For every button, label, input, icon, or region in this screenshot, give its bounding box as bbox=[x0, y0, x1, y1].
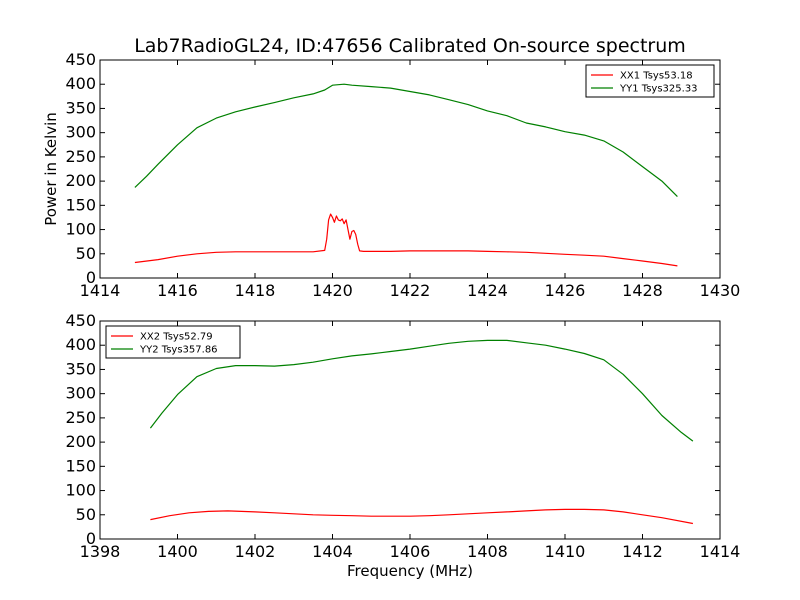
legend: XX2 Tsys52.79 YY2 Tsys357.86 bbox=[105, 325, 241, 359]
x-tick-label: 1426 bbox=[545, 281, 586, 300]
y-tick-label: 350 bbox=[65, 359, 96, 378]
legend-label: XX2 Tsys52.79 bbox=[140, 332, 213, 343]
x-axis-label: Frequency (MHz) bbox=[347, 562, 473, 580]
legend-frame bbox=[105, 325, 241, 359]
x-tick-label: 1422 bbox=[390, 281, 431, 300]
x-tick-label: 1430 bbox=[700, 281, 741, 300]
x-tick-label: 1398 bbox=[80, 542, 121, 561]
series-line-yy2 bbox=[149, 339, 694, 442]
x-tick-label: 1406 bbox=[390, 542, 431, 561]
x-tick-label: 1414 bbox=[700, 542, 741, 561]
y-tick-label: 150 bbox=[65, 456, 96, 475]
legend-label: XX1 Tsys53.18 bbox=[620, 71, 693, 82]
y-tick-label: 50 bbox=[76, 505, 96, 524]
y-tick-label: 0 bbox=[86, 529, 96, 548]
x-tick-label: 1408 bbox=[467, 542, 508, 561]
x-tick-label: 1412 bbox=[622, 542, 663, 561]
panel-2: 0 50 100 150 200 250 300 350 400 450 1398 1400 1402 1… bbox=[65, 311, 740, 580]
x-tick-label: 1424 bbox=[467, 281, 508, 300]
legend-label: YY2 Tsys357.86 bbox=[139, 345, 218, 356]
y-tick-label: 300 bbox=[65, 384, 96, 403]
x-tick-label: 1414 bbox=[80, 281, 121, 300]
y-tick-label: 100 bbox=[65, 481, 96, 500]
y-tick-label: 150 bbox=[65, 195, 96, 214]
y-tick-label: 300 bbox=[65, 123, 96, 142]
legend-frame bbox=[585, 64, 715, 98]
chart-title: Lab7RadioGL24, ID:47656 Calibrated On-so… bbox=[134, 35, 686, 57]
x-tick-label: 1400 bbox=[157, 542, 198, 561]
y-tick-label: 450 bbox=[65, 311, 96, 330]
y-tick-label: 250 bbox=[65, 408, 96, 427]
series-line-xx2 bbox=[150, 508, 694, 525]
x-tick-label: 1416 bbox=[157, 281, 198, 300]
x-tick-label: 1418 bbox=[235, 281, 276, 300]
y-tick-label: 0 bbox=[86, 268, 96, 287]
series-line-yy1 bbox=[134, 83, 678, 198]
y-tick-label: 200 bbox=[65, 171, 96, 190]
legend: XX1 Tsys53.18 YY1 Tsys325.33 bbox=[585, 64, 715, 98]
x-tick-label: 1404 bbox=[312, 542, 353, 561]
y-tick-label: 400 bbox=[65, 335, 96, 354]
x-tick-label: 1428 bbox=[622, 281, 663, 300]
y-tick-label: 350 bbox=[65, 98, 96, 117]
legend-label: YY1 Tsys325.33 bbox=[619, 84, 698, 95]
y-tick-label: 400 bbox=[65, 74, 96, 93]
y-tick-label: 100 bbox=[65, 220, 96, 239]
x-tick-label: 1410 bbox=[545, 542, 586, 561]
x-tick-label: 1420 bbox=[312, 281, 353, 300]
y-tick-label: 50 bbox=[76, 244, 96, 263]
x-tick-label: 1402 bbox=[235, 542, 276, 561]
y-tick-label: 450 bbox=[65, 50, 96, 69]
y-tick-label: 200 bbox=[65, 432, 96, 451]
y-tick-label: 250 bbox=[65, 147, 96, 166]
series-line-xx1 bbox=[134, 213, 678, 267]
panel-1: Lab7RadioGL24, ID:47656 Calibrated On-so… bbox=[42, 35, 740, 300]
y-axis-label: Power in Kelvin bbox=[42, 112, 60, 226]
